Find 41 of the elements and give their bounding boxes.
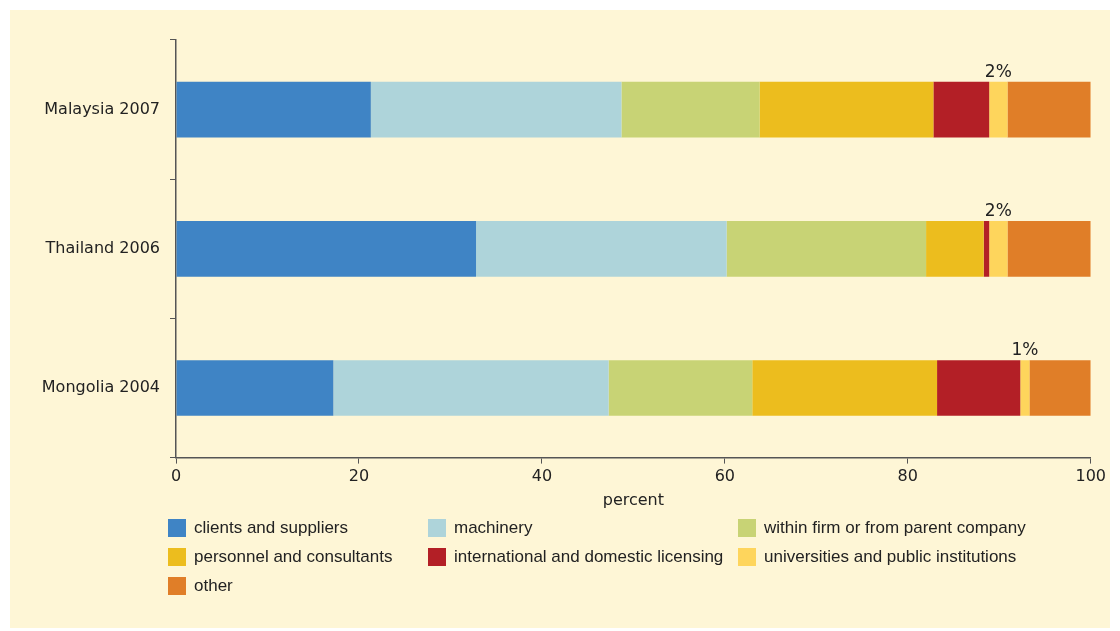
x-axis-title: percent — [602, 489, 665, 509]
bar — [926, 220, 984, 277]
x-tick-label: 0 — [170, 466, 182, 486]
bar — [1029, 360, 1091, 416]
bar — [333, 360, 609, 416]
bar — [370, 81, 622, 138]
x-tick-label: 80 — [897, 466, 918, 486]
bar — [176, 360, 334, 416]
bar — [726, 220, 927, 277]
bar — [1007, 81, 1091, 138]
legend-label: personnel and consultants — [194, 547, 393, 567]
bar — [176, 81, 371, 138]
y-tick-label: Thailand 2006 — [44, 237, 160, 257]
legend-label: international and domestic licensing — [454, 547, 724, 567]
y-tick-label: Mongolia 2004 — [41, 377, 160, 397]
bar — [759, 81, 934, 138]
legend-label: clients and suppliers — [194, 518, 349, 538]
bar — [983, 220, 990, 277]
x-tick-label: 40 — [531, 466, 553, 486]
bar — [608, 360, 753, 416]
legend-label: universities and public institutions — [764, 547, 1017, 567]
legend-label: within firm or from parent company — [764, 518, 1026, 538]
y-tick-label: Malaysia 2007 — [44, 98, 160, 118]
legend-label: other — [194, 576, 233, 596]
bar — [621, 81, 760, 138]
data-label: 1% — [1011, 339, 1039, 360]
bar — [1007, 220, 1091, 277]
x-tick-label: 20 — [348, 466, 370, 486]
bar — [989, 81, 1008, 138]
bar — [176, 220, 477, 277]
bar — [476, 220, 727, 277]
legend-label: machinery — [454, 518, 533, 538]
bar — [933, 81, 990, 138]
bar — [1020, 360, 1030, 416]
x-tick-label: 60 — [714, 466, 736, 486]
x-tick-label: 100 — [1075, 466, 1106, 486]
bar — [937, 360, 1021, 416]
data-label: 2% — [984, 60, 1012, 81]
data-label: 2% — [984, 199, 1012, 220]
bar — [752, 360, 938, 416]
bar — [989, 220, 1008, 277]
